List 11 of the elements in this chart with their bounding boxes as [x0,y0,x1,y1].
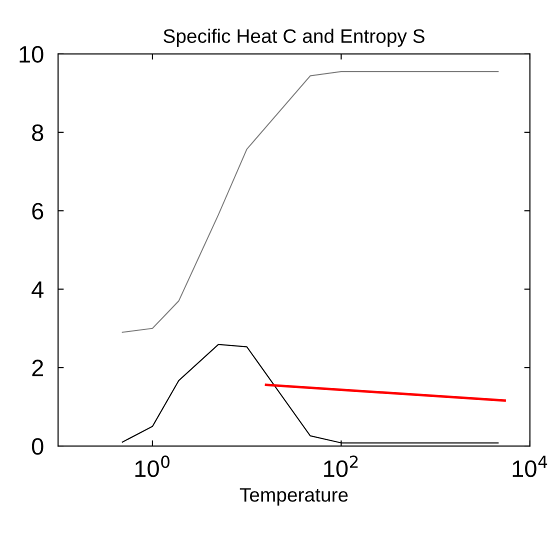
y-tick-label: 0 [32,438,44,455]
x-tick-label: 10$^{2}$ [324,456,358,478]
y-tick-label: 8 [32,124,44,142]
x-tick-label: 10$^{0}$ [135,456,170,478]
y-tick-label: 6 [32,202,44,220]
chart-title: Specific Heat C and Entropy S [164,28,424,47]
x-tick-label: 10$^{4}$ [512,456,548,478]
x-axis-title: Temperature [240,488,348,506]
y-tick-label: 2 [32,360,44,376]
y-tick-label: 10 [20,46,44,63]
y-tick-label: 4 [32,281,44,298]
